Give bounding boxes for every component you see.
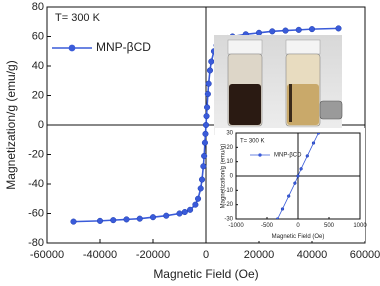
data-point xyxy=(316,133,321,135)
vial-liquid xyxy=(229,84,261,125)
y-tick-label: -80 xyxy=(28,237,44,249)
data-point xyxy=(202,130,209,137)
data-point xyxy=(203,113,210,120)
magnet xyxy=(319,100,343,120)
data-point xyxy=(311,141,316,145)
data-point xyxy=(70,218,77,225)
data-point xyxy=(123,216,130,223)
x-tick-label: 40000 xyxy=(297,249,328,261)
data-point xyxy=(296,174,300,178)
y-axis-title: Magnetization/g (emu/g) xyxy=(221,144,227,209)
data-point xyxy=(282,27,289,34)
y-tick-label: -60 xyxy=(28,207,44,219)
x-tick-label: 0 xyxy=(296,223,300,229)
legend-marker xyxy=(68,44,76,52)
data-point xyxy=(200,163,207,170)
legend-label: MNP-βCD xyxy=(274,153,302,159)
data-point xyxy=(205,80,212,87)
y-tick-label: -20 xyxy=(224,202,233,208)
data-point xyxy=(195,195,202,202)
x-tick-label: 20000 xyxy=(244,249,275,261)
y-tick-label: -30 xyxy=(224,217,233,223)
data-point xyxy=(280,207,285,211)
data-point xyxy=(198,176,206,183)
y-tick-label: 30 xyxy=(226,131,233,137)
data-point xyxy=(269,28,276,35)
x-tick-label: 500 xyxy=(324,223,335,229)
x-tick-label: -1000 xyxy=(228,223,244,229)
data-point xyxy=(255,29,263,36)
annotation: T= 300 K xyxy=(240,139,265,145)
x-tick-label: -40000 xyxy=(83,249,117,261)
y-tick-label: 20 xyxy=(32,89,44,101)
attracted-particles xyxy=(289,84,292,122)
x-tick-label: -500 xyxy=(261,223,274,229)
data-point xyxy=(308,26,316,33)
data-point xyxy=(202,121,210,129)
y-tick-label: 40 xyxy=(32,60,44,72)
data-point xyxy=(335,25,342,32)
data-point xyxy=(136,215,143,222)
legend-label: MNP-βCD xyxy=(96,40,151,54)
x-tick-label: 1000 xyxy=(353,223,367,229)
data-point xyxy=(293,181,297,185)
vial-cap xyxy=(285,39,321,55)
inset-chart: -1000 -500 0 500 1000 -30 -20 -10 0 10 20 30 MNP-βCD… xyxy=(221,131,368,240)
x-tick-label: -20000 xyxy=(136,249,170,261)
y-tick-label: -10 xyxy=(224,188,233,194)
photo-inset xyxy=(214,35,343,135)
data-point xyxy=(275,217,280,219)
y-tick-label: -40 xyxy=(28,178,44,190)
data-point xyxy=(110,217,117,224)
y-axis-title: Magnetization/g (emu/g) xyxy=(4,60,18,189)
data-point xyxy=(204,104,211,111)
legend-marker xyxy=(258,153,262,157)
y-tick-label: 0 xyxy=(230,174,234,180)
data-point xyxy=(176,210,183,217)
data-point xyxy=(299,167,303,171)
y-tick-label: 60 xyxy=(32,30,44,42)
vial-liquid xyxy=(287,84,319,125)
data-point xyxy=(149,214,157,221)
annotation: T= 300 K xyxy=(55,12,101,24)
data-point xyxy=(163,212,170,219)
data-point xyxy=(201,152,208,160)
x-tick-label: 0 xyxy=(203,249,209,261)
vial-cap xyxy=(227,39,263,55)
data-point xyxy=(206,67,214,74)
data-point xyxy=(305,154,309,158)
y-tick-label: 20 xyxy=(226,145,233,151)
y-tick-label: 0 xyxy=(38,119,44,131)
data-point xyxy=(192,201,199,208)
y-tick-label: 10 xyxy=(226,159,233,165)
data-point xyxy=(287,194,291,198)
data-point xyxy=(204,90,211,98)
data-point xyxy=(201,139,208,146)
data-point xyxy=(197,185,204,192)
x-axis-title: Magnetic Field (Oe) xyxy=(272,234,325,240)
data-point xyxy=(187,206,194,213)
data-point xyxy=(208,58,215,65)
y-tick-label: -20 xyxy=(28,148,44,160)
data-point xyxy=(96,217,104,224)
x-axis-title: Magnetic Field (Oe) xyxy=(153,267,258,281)
series xyxy=(275,133,321,219)
data-point xyxy=(295,26,302,33)
x-tick-label: 60000 xyxy=(350,249,380,261)
data-point xyxy=(181,208,188,216)
inset-background xyxy=(215,128,365,241)
x-tick-label: -60000 xyxy=(30,249,64,261)
y-tick-label: 80 xyxy=(32,1,44,13)
